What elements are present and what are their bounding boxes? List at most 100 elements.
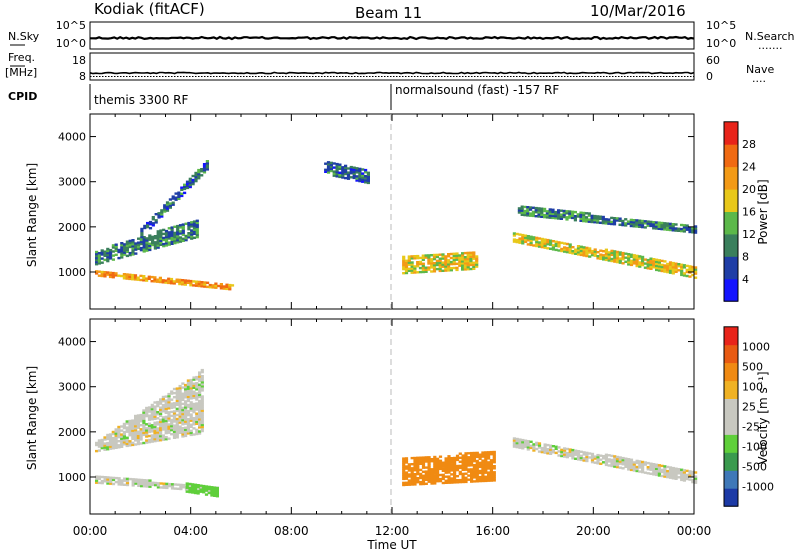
data-cell (685, 274, 689, 278)
data-cell (546, 450, 550, 453)
data-cell (150, 405, 154, 409)
data-cell (128, 442, 132, 445)
data-cell (153, 413, 157, 416)
data-cell (641, 261, 645, 265)
data-cell (421, 266, 425, 270)
data-cell (461, 468, 465, 471)
data-cell (668, 265, 673, 268)
data-cell (587, 212, 591, 215)
data-cell (123, 477, 127, 480)
data-cell (487, 457, 491, 460)
data-cell (167, 233, 171, 236)
data-cell (607, 218, 611, 221)
data-cell (573, 217, 577, 220)
data-cell (421, 268, 425, 272)
data-cell (610, 464, 614, 468)
data-cell (100, 481, 104, 485)
data-cell (467, 462, 471, 465)
data-cell (546, 448, 550, 451)
data-cell (458, 258, 462, 261)
data-cell (191, 180, 195, 184)
data-cell (167, 417, 171, 420)
data-cell (531, 212, 535, 216)
data-cell (452, 260, 456, 264)
data-cell (484, 459, 488, 462)
data-cell (182, 483, 186, 487)
data-cell (170, 410, 174, 414)
data-cell (349, 165, 353, 169)
data-cell (200, 387, 204, 390)
data-cell (128, 243, 132, 247)
data-cell (546, 443, 550, 447)
data-cell (655, 258, 659, 261)
data-cell (421, 262, 425, 265)
data-cell (134, 431, 138, 434)
data-cell (590, 458, 595, 462)
data-cell (557, 213, 561, 216)
data-cell (148, 248, 152, 252)
data-cell (199, 490, 203, 493)
data-cell (613, 252, 617, 255)
data-cell (97, 258, 101, 261)
data-cell (540, 241, 544, 245)
data-cell (147, 440, 152, 444)
data-cell (103, 254, 107, 257)
data-cell (186, 413, 190, 417)
data-cell (352, 170, 356, 173)
data-cell (624, 461, 628, 464)
data-cell (621, 463, 625, 466)
data-cell (419, 462, 423, 465)
data-cell (150, 409, 154, 413)
data-cell (512, 443, 516, 446)
data-cell (627, 257, 631, 260)
data-cell (402, 259, 406, 263)
data-cell (668, 222, 672, 226)
data-cell (657, 466, 661, 469)
data-cell (410, 479, 414, 482)
data-cell (114, 430, 118, 433)
data-cell (489, 477, 493, 480)
data-cell (97, 475, 101, 478)
data-cell (122, 439, 126, 442)
data-cell (668, 228, 672, 232)
data-cell (433, 468, 437, 471)
data-cell (213, 486, 217, 489)
data-cell (364, 168, 368, 172)
data-cell (111, 254, 115, 257)
data-cell (621, 223, 625, 227)
data-cell (153, 421, 157, 424)
data-cell (524, 439, 528, 442)
data-cell (484, 455, 488, 458)
data-cell (106, 478, 110, 481)
data-cell (172, 432, 177, 435)
data-cell (655, 469, 659, 473)
data-cell (164, 281, 168, 284)
data-cell (192, 382, 196, 385)
data-cell (174, 192, 178, 195)
data-cell (413, 257, 417, 260)
data-cell (184, 385, 188, 389)
data-cell (199, 487, 203, 490)
data-cell (156, 421, 160, 424)
data-cell (643, 262, 647, 265)
data-cell (196, 490, 200, 493)
data-cell (593, 457, 597, 460)
data-cell (161, 428, 165, 431)
data-cell (427, 256, 431, 259)
data-cell (140, 478, 144, 482)
data-cell (413, 462, 417, 466)
data-cell (142, 236, 146, 239)
data-cell (344, 176, 348, 180)
data-cell (192, 376, 196, 379)
x-axis-label: Time UT (366, 538, 417, 552)
data-cell (109, 251, 113, 254)
data-cell (190, 233, 194, 236)
data-cell (607, 454, 611, 457)
data-cell (579, 251, 583, 255)
data-cell (685, 475, 689, 479)
data-cell (184, 383, 188, 387)
data-cell (180, 192, 184, 195)
data-cell (421, 478, 426, 482)
data-cell (512, 240, 516, 243)
